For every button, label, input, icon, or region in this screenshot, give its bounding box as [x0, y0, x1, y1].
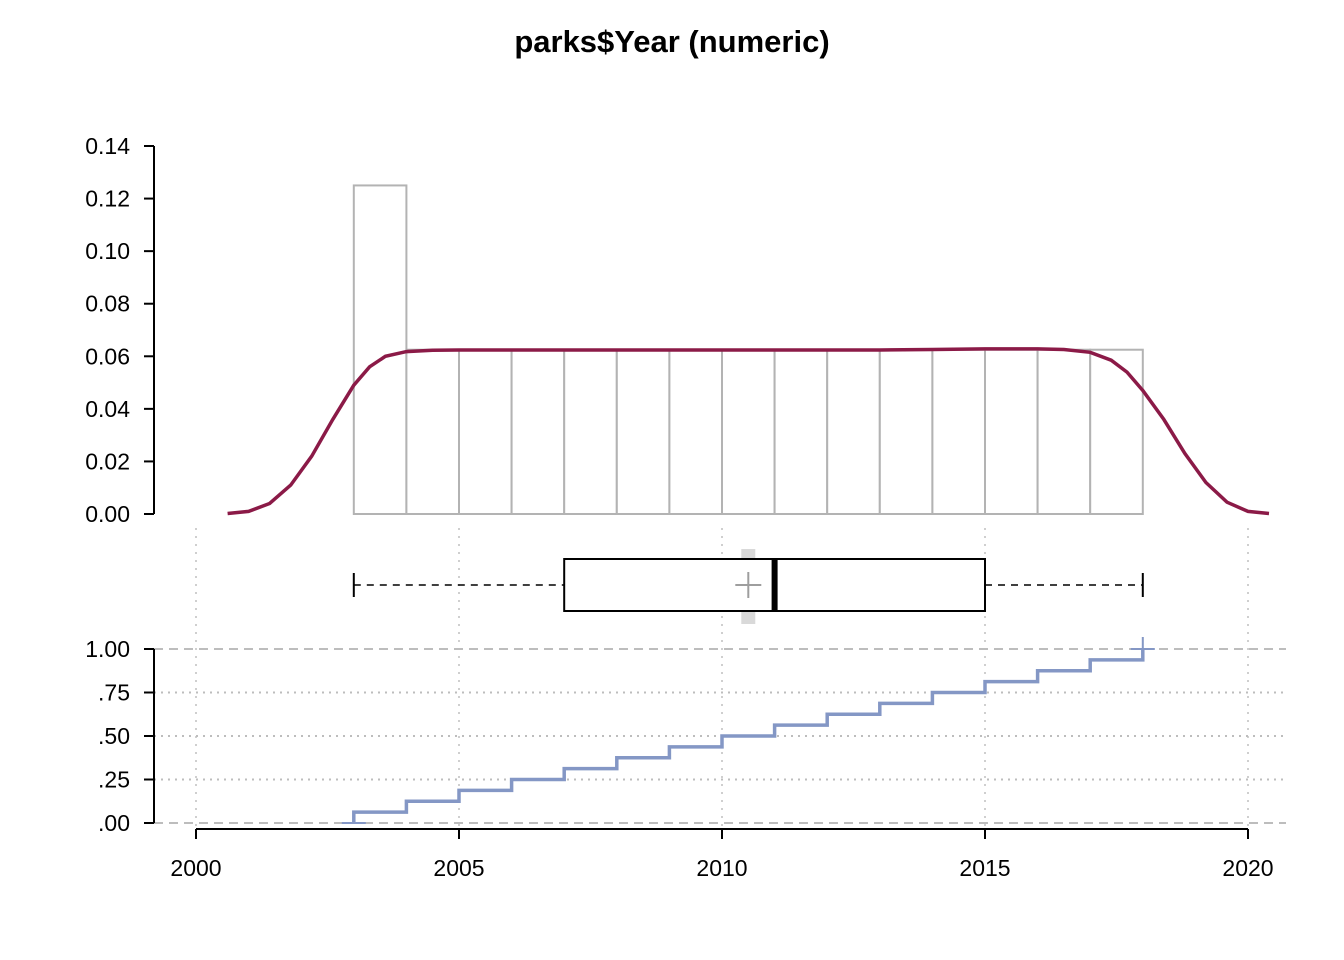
histogram-y-tick-label: 0.08: [85, 291, 130, 317]
ecdf-y-tick-label: .50: [98, 723, 130, 749]
histogram-bar: [773, 348, 829, 516]
ecdf-y-tick-label: .00: [98, 810, 130, 836]
histogram-bar: [510, 348, 566, 516]
histogram-bar: [352, 184, 408, 516]
x-tick-label: 2015: [959, 855, 1010, 881]
histogram-bar: [984, 348, 1039, 516]
ecdf-y-tick-label: .75: [98, 680, 130, 706]
histogram-bar: [1089, 348, 1144, 516]
histogram-bar: [721, 348, 776, 516]
histogram-y-tick-label: 0.04: [85, 396, 130, 422]
x-tick-label: 2005: [433, 855, 484, 881]
histogram-bar: [563, 348, 618, 516]
histogram-y-tick-label: 0.00: [85, 501, 130, 527]
x-tick-label: 2020: [1222, 855, 1273, 881]
histogram-bar: [931, 348, 987, 516]
chart-title: parks$Year (numeric): [514, 24, 829, 59]
histogram-bar: [615, 348, 671, 516]
histogram-bar: [458, 348, 513, 516]
histogram-bar: [405, 348, 460, 516]
histogram-bar: [668, 348, 724, 516]
ecdf-y-tick-label: 1.00: [85, 636, 130, 662]
histogram-y-tick-label: 0.02: [85, 448, 130, 474]
ecdf-panel: .00 .25 .50 .75 1.00: [85, 636, 1286, 836]
ecdf-step-line: [352, 649, 1145, 823]
histogram-y-tick-label: 0.10: [85, 238, 130, 264]
histogram-y-tick-label: 0.12: [85, 186, 130, 212]
x-tick-label: 2000: [170, 855, 221, 881]
histogram-panel: 0.00 0.02 0.04 0.06 0.08 0.10 0.12 0.14: [85, 133, 1270, 527]
histogram-y-tick-label: 0.14: [85, 133, 130, 159]
histogram-bar: [826, 348, 881, 516]
boxplot-panel: [352, 549, 1144, 624]
density-curve: [227, 347, 1270, 516]
histogram-bar: [878, 348, 934, 516]
ecdf-y-tick-label: .25: [98, 767, 130, 793]
histogram-bar: [1036, 348, 1092, 516]
x-axis: 2000 2005 2010 2015 2020: [170, 828, 1274, 881]
x-tick-label: 2010: [696, 855, 747, 881]
histogram-y-tick-label: 0.06: [85, 343, 130, 369]
